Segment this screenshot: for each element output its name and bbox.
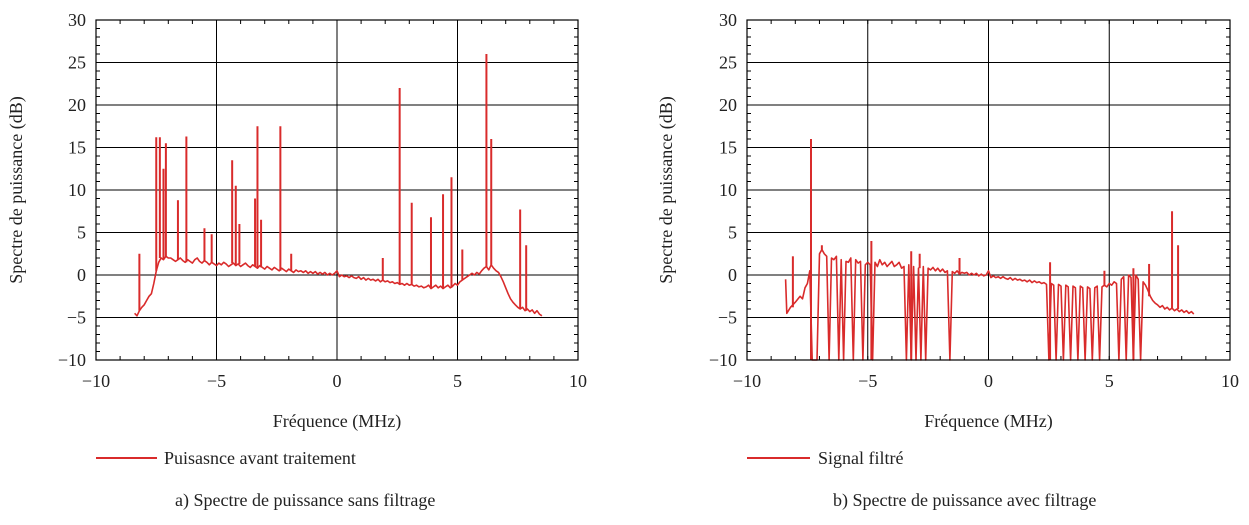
plot-frame — [746, 19, 1231, 361]
figure-caption: a) Spectre de puissance sans filtrage — [175, 490, 435, 511]
y-tick-label: 15 — [68, 138, 86, 158]
y-tick-label: 30 — [719, 10, 737, 30]
y-tick-label: 20 — [719, 95, 737, 115]
y-tick-label: −10 — [709, 350, 737, 370]
series-line — [134, 255, 543, 317]
y-axis-label: Spectre de puissance (dB) — [656, 96, 677, 283]
y-tick-label: 0 — [77, 265, 86, 285]
y-tick-label: −10 — [58, 350, 86, 370]
chart-panel-a: −10 −5 0 5 10 −10 −5 0 5 10 15 20 25 30 Fréquence (M… — [6, 10, 587, 511]
figure-caption: b) Spectre de puissance avec filtrage — [833, 490, 1096, 511]
y-tick-label: 10 — [719, 180, 737, 200]
grid — [96, 20, 578, 360]
series-line — [784, 248, 1195, 361]
x-tick-labels: −10 −5 0 5 10 — [82, 371, 587, 391]
y-tick-label: 15 — [719, 138, 737, 158]
x-tick-label: 5 — [453, 371, 462, 391]
series-layer — [134, 54, 543, 317]
x-tick-label: 0 — [333, 371, 342, 391]
x-axis-label: Fréquence (MHz) — [273, 411, 401, 432]
x-tick-label: 10 — [1221, 371, 1239, 391]
y-tick-label: 25 — [68, 53, 86, 73]
legend-label: Signal filtré — [818, 448, 903, 468]
chart-panel-b: −10 −5 0 5 10 −10 −5 0 5 10 15 20 25 30 Fréquence (M… — [656, 10, 1239, 511]
y-tick-labels: −10 −5 0 5 10 15 20 25 30 — [58, 10, 86, 370]
x-tick-label: −10 — [733, 371, 761, 391]
series-layer — [784, 139, 1195, 361]
y-tick-label: 10 — [68, 180, 86, 200]
y-tick-label: −5 — [67, 308, 86, 328]
x-tick-labels: −10 −5 0 5 10 — [733, 371, 1239, 391]
minor-ticks — [95, 19, 579, 361]
legend-label: Puisasnce avant traitement — [164, 448, 356, 468]
x-axis-label: Fréquence (MHz) — [924, 411, 1052, 432]
grid — [747, 20, 1230, 360]
minor-ticks — [746, 19, 1231, 361]
x-tick-label: 10 — [569, 371, 587, 391]
x-tick-label: −10 — [82, 371, 110, 391]
y-tick-label: 30 — [68, 10, 86, 30]
y-axis-label: Spectre de puissance (dB) — [6, 96, 27, 283]
y-tick-label: 5 — [77, 223, 86, 243]
y-tick-label: 0 — [728, 265, 737, 285]
x-tick-label: −5 — [207, 371, 226, 391]
x-tick-label: 0 — [984, 371, 993, 391]
plot-frame — [95, 19, 579, 361]
x-tick-label: 5 — [1105, 371, 1114, 391]
y-tick-label: 25 — [719, 53, 737, 73]
y-tick-labels: −10 −5 0 5 10 15 20 25 30 — [709, 10, 737, 370]
x-tick-label: −5 — [858, 371, 877, 391]
y-tick-label: −5 — [718, 308, 737, 328]
y-tick-label: 20 — [68, 95, 86, 115]
y-tick-label: 5 — [728, 223, 737, 243]
